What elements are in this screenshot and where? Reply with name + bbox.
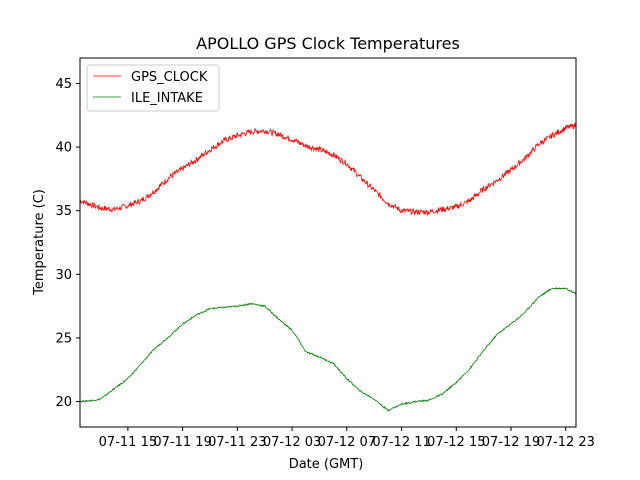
x-tick-label: 07-11 15	[99, 435, 157, 450]
x-tick-label: 07-12 23	[537, 435, 595, 450]
y-tick-label: 40	[55, 141, 72, 156]
x-tick-label: 07-12 03	[263, 435, 321, 450]
y-tick-label: 20	[55, 395, 72, 410]
x-axis-label: Date (GMT)	[289, 457, 364, 472]
series-line-ile-intake	[80, 287, 576, 412]
x-tick-label: 07-12 19	[482, 435, 540, 450]
legend-label: GPS_CLOCK	[131, 70, 208, 85]
y-axis-label: Temperature (C)	[32, 189, 47, 296]
x-tick-label: 07-12 07	[318, 435, 376, 450]
legend: GPS_CLOCK ILE_INTAKE	[86, 64, 220, 112]
chart-title: APOLLO GPS Clock Temperatures	[196, 34, 460, 53]
legend-label: ILE_INTAKE	[131, 91, 203, 106]
series-layer	[80, 122, 576, 412]
x-tick-label: 07-12 15	[427, 435, 485, 450]
y-tick-label: 30	[55, 268, 72, 283]
x-tick-label: 07-11 23	[208, 435, 266, 450]
plot-frame	[79, 57, 577, 428]
y-tick-label: 45	[55, 77, 72, 92]
x-tick-label: 07-12 11	[372, 435, 430, 450]
y-axis: 20 25 30 35 40 45	[55, 77, 80, 410]
series-line-gps-clock	[80, 122, 576, 217]
legend-box	[86, 64, 220, 112]
y-tick-label: 35	[55, 204, 72, 219]
x-tick-label: 07-11 19	[153, 435, 211, 450]
y-tick-label: 25	[55, 331, 72, 346]
